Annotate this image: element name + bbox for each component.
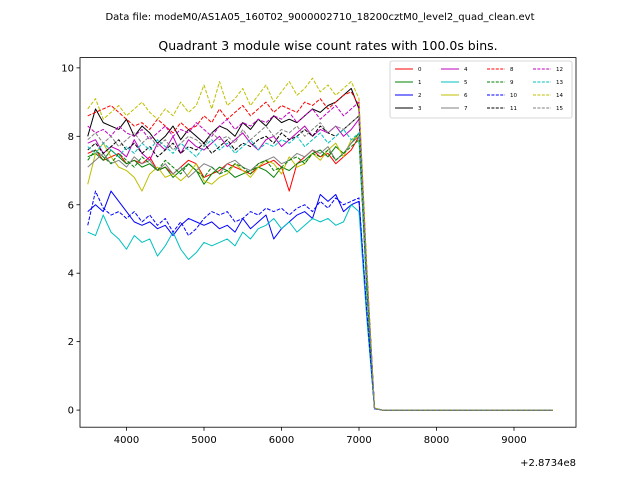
series-line-14 (87, 77, 553, 411)
legend-label-6: 6 (464, 93, 468, 99)
legend-label-1: 1 (418, 80, 422, 86)
x-tick-label: 7000 (346, 435, 371, 446)
legend-label-12: 12 (556, 67, 563, 73)
x-tick-label: 9000 (501, 435, 526, 446)
legend-label-10: 10 (510, 93, 517, 99)
legend-label-4: 4 (464, 67, 468, 73)
legend-label-13: 13 (556, 80, 563, 86)
legend-label-2: 2 (418, 93, 422, 99)
figure-suptitle: Data file: modeM0/AS1A05_160T02_90000027… (105, 12, 534, 23)
legend-label-9: 9 (510, 80, 514, 86)
y-tick-label: 4 (68, 269, 74, 280)
legend-label-0: 0 (418, 67, 422, 73)
x-tick-label: 4000 (114, 435, 139, 446)
y-tick-label: 8 (68, 132, 74, 143)
legend-label-8: 8 (510, 67, 514, 73)
y-tick-label: 6 (68, 200, 74, 211)
y-axis-ticks: 0 2 4 6 8 10 (61, 63, 80, 417)
series-line-6 (87, 135, 553, 411)
series-line-13 (87, 128, 553, 411)
chart-title: Quadrant 3 module wise count rates with … (158, 38, 497, 53)
legend-label-11: 11 (510, 106, 517, 112)
series-line-2 (87, 190, 553, 411)
legend-label-15: 15 (556, 106, 563, 112)
plot-area-frame (79, 57, 577, 428)
series-line-5 (87, 204, 553, 411)
x-axis-ticks: 4000 5000 6000 7000 8000 9000 (114, 427, 527, 446)
y-tick-label: 2 (68, 337, 74, 348)
x-axis-offset-label: +2.8734e8 (520, 458, 576, 469)
legend-label-3: 3 (418, 106, 422, 112)
series-layer (87, 77, 553, 411)
y-tick-label: 10 (61, 63, 74, 74)
series-line-9 (87, 139, 553, 411)
x-tick-label: 5000 (191, 435, 216, 446)
legend-label-14: 14 (556, 93, 563, 99)
series-line-3 (87, 87, 553, 411)
legend-label-7: 7 (464, 106, 468, 112)
x-tick-label: 8000 (424, 435, 449, 446)
legend-label-5: 5 (464, 80, 468, 86)
series-line-0 (87, 135, 553, 411)
series-line-1 (87, 132, 553, 411)
series-line-15 (87, 115, 553, 411)
y-tick-label: 0 (68, 406, 74, 417)
series-line-7 (87, 135, 553, 411)
x-tick-label: 6000 (269, 435, 294, 446)
legend-box (389, 60, 573, 119)
series-line-10 (87, 190, 553, 411)
series-line-4 (87, 118, 553, 411)
